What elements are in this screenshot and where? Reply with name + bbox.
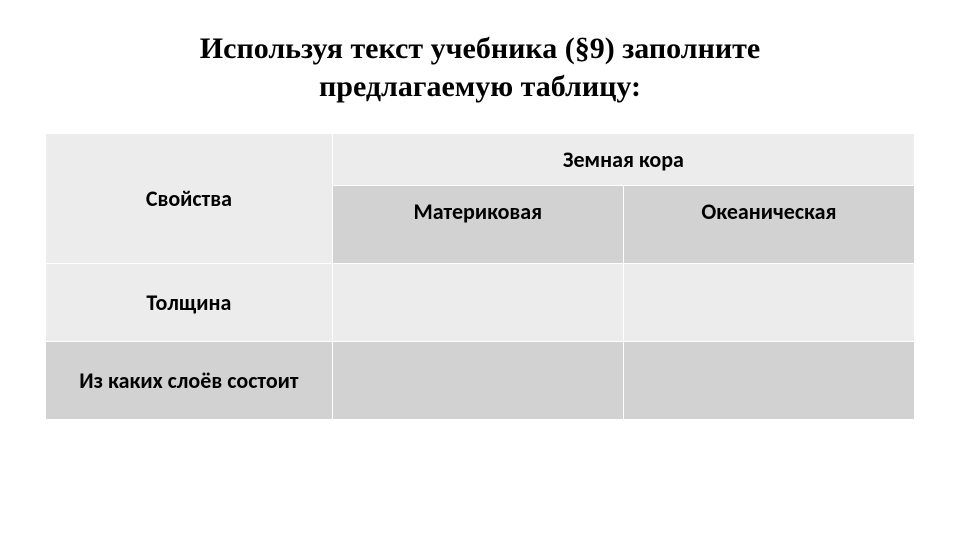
row-cell-1-2: [623, 342, 914, 420]
title-line-1: Используя текст учебника (§9) заполните: [200, 32, 760, 65]
row-cell-0-1: [332, 264, 623, 342]
row-label-0: Толщина: [46, 264, 333, 342]
row-cell-1-1: [332, 342, 623, 420]
row-label-1: Из каких слоёв состоит: [46, 342, 333, 420]
header-main: Земная кора: [332, 134, 914, 186]
title-line-2: предлагаемую таблицу:: [319, 70, 641, 103]
worksheet-table: Свойства Земная кора Материковая Океанич…: [45, 133, 915, 420]
page-title: Используя текст учебника (§9) заполните …: [45, 30, 915, 105]
table-row: Толщина: [46, 264, 915, 342]
header-row-1: Свойства Земная кора: [46, 134, 915, 186]
header-properties: Свойства: [46, 134, 333, 264]
header-sub-1: Материковая: [332, 186, 623, 264]
header-sub-2: Океаническая: [623, 186, 914, 264]
table-row: Из каких слоёв состоит: [46, 342, 915, 420]
row-cell-0-2: [623, 264, 914, 342]
